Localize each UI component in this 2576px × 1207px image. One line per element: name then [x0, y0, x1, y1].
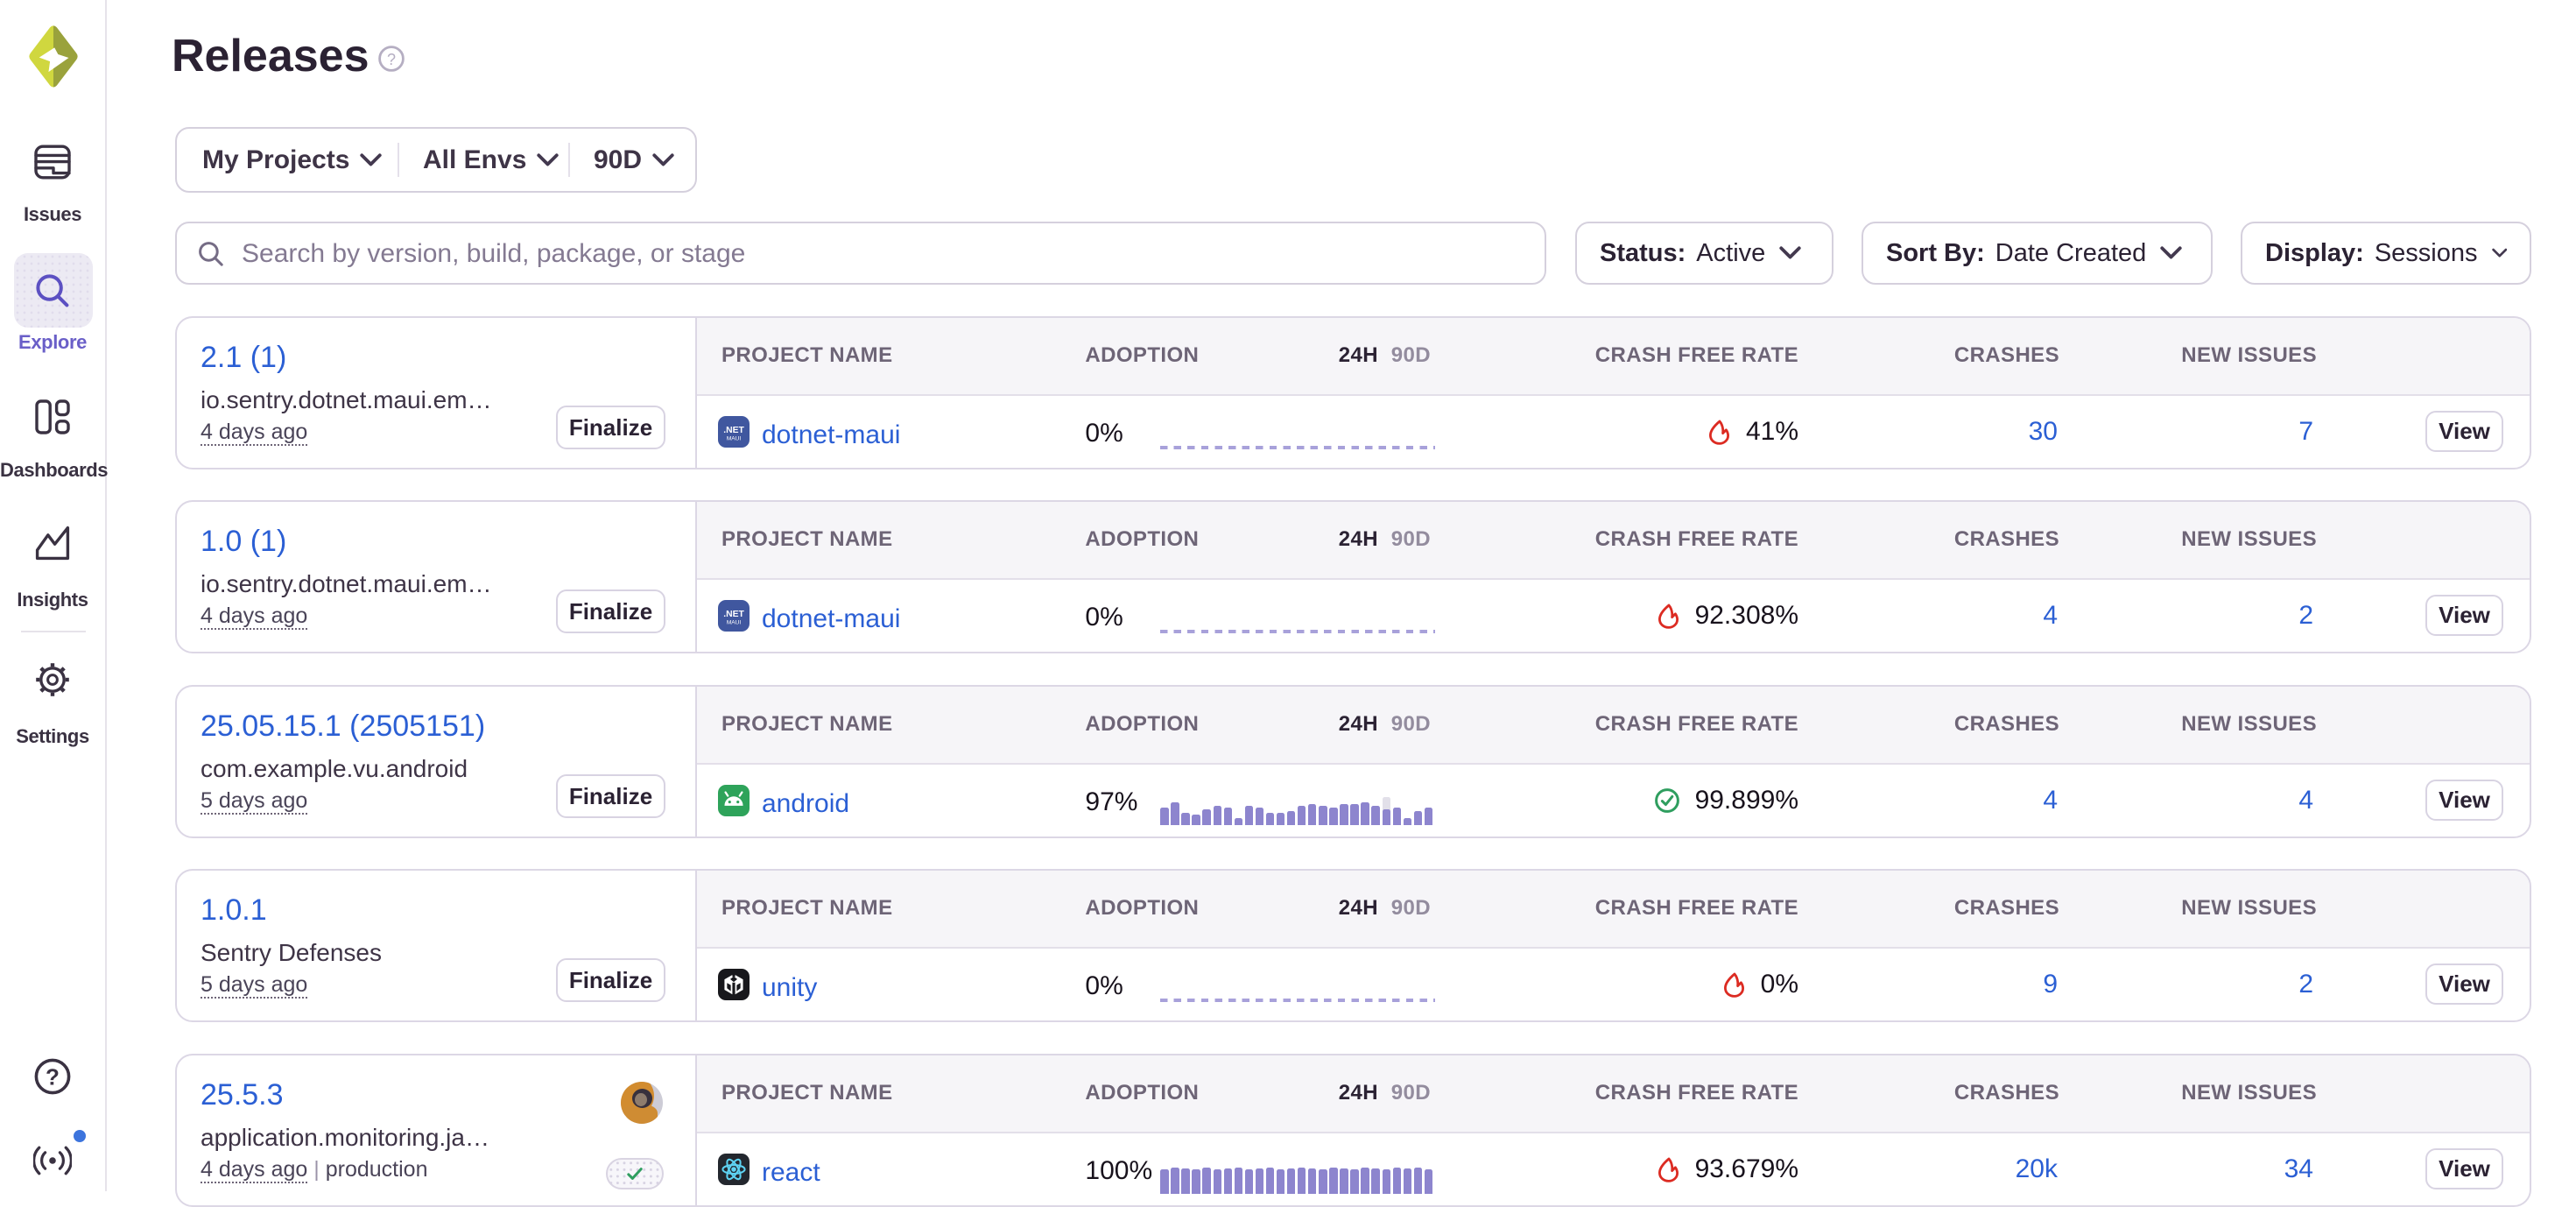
- svg-text:?: ?: [46, 1063, 60, 1090]
- svg-text:.NET: .NET: [723, 426, 744, 435]
- svg-text:MAUI: MAUI: [727, 435, 741, 441]
- svg-text:?: ?: [387, 51, 396, 68]
- svg-text:.NET: .NET: [723, 610, 744, 619]
- svg-text:MAUI: MAUI: [727, 619, 741, 625]
